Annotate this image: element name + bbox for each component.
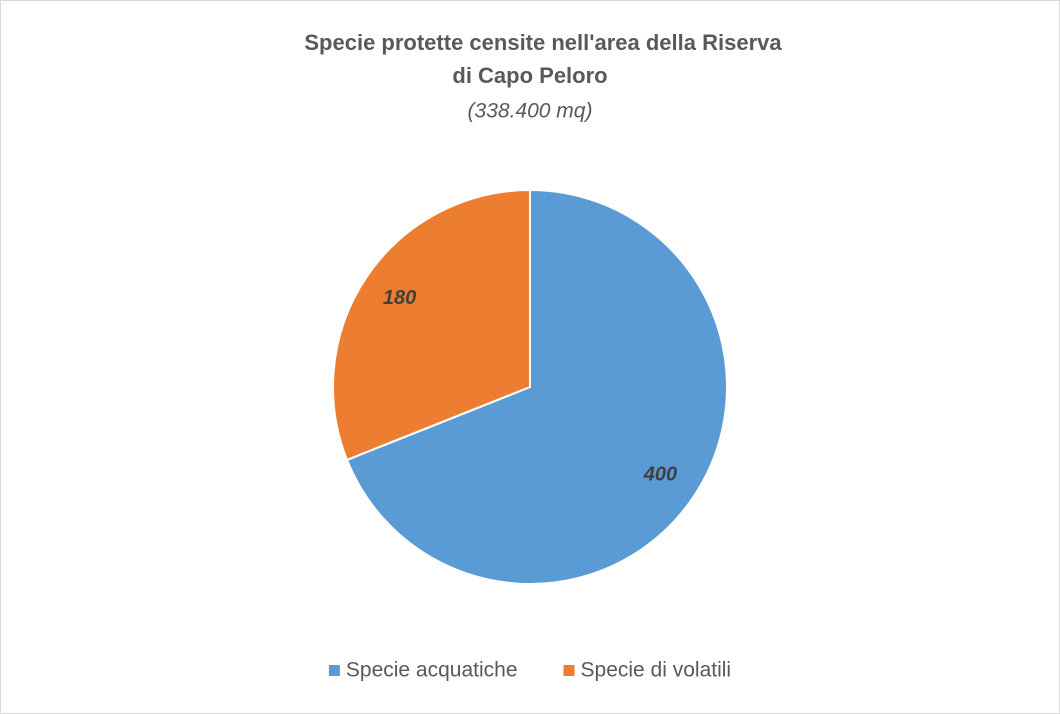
pie-slice — [345, 188, 728, 585]
legend-label: Specie di volatili — [581, 659, 732, 682]
legend-swatch — [328, 665, 340, 676]
pie-slice — [332, 188, 531, 462]
data-label: 400 — [643, 464, 677, 486]
chart-title: Specie protette censite nell'area della … — [304, 30, 782, 55]
legend-swatch — [563, 665, 575, 676]
chart-title: di Capo Peloro — [452, 63, 607, 88]
data-label: 180 — [383, 287, 416, 309]
chart-subtitle: (338.400 mq) — [468, 100, 593, 123]
legend-label: Specie acquatiche — [346, 659, 518, 682]
